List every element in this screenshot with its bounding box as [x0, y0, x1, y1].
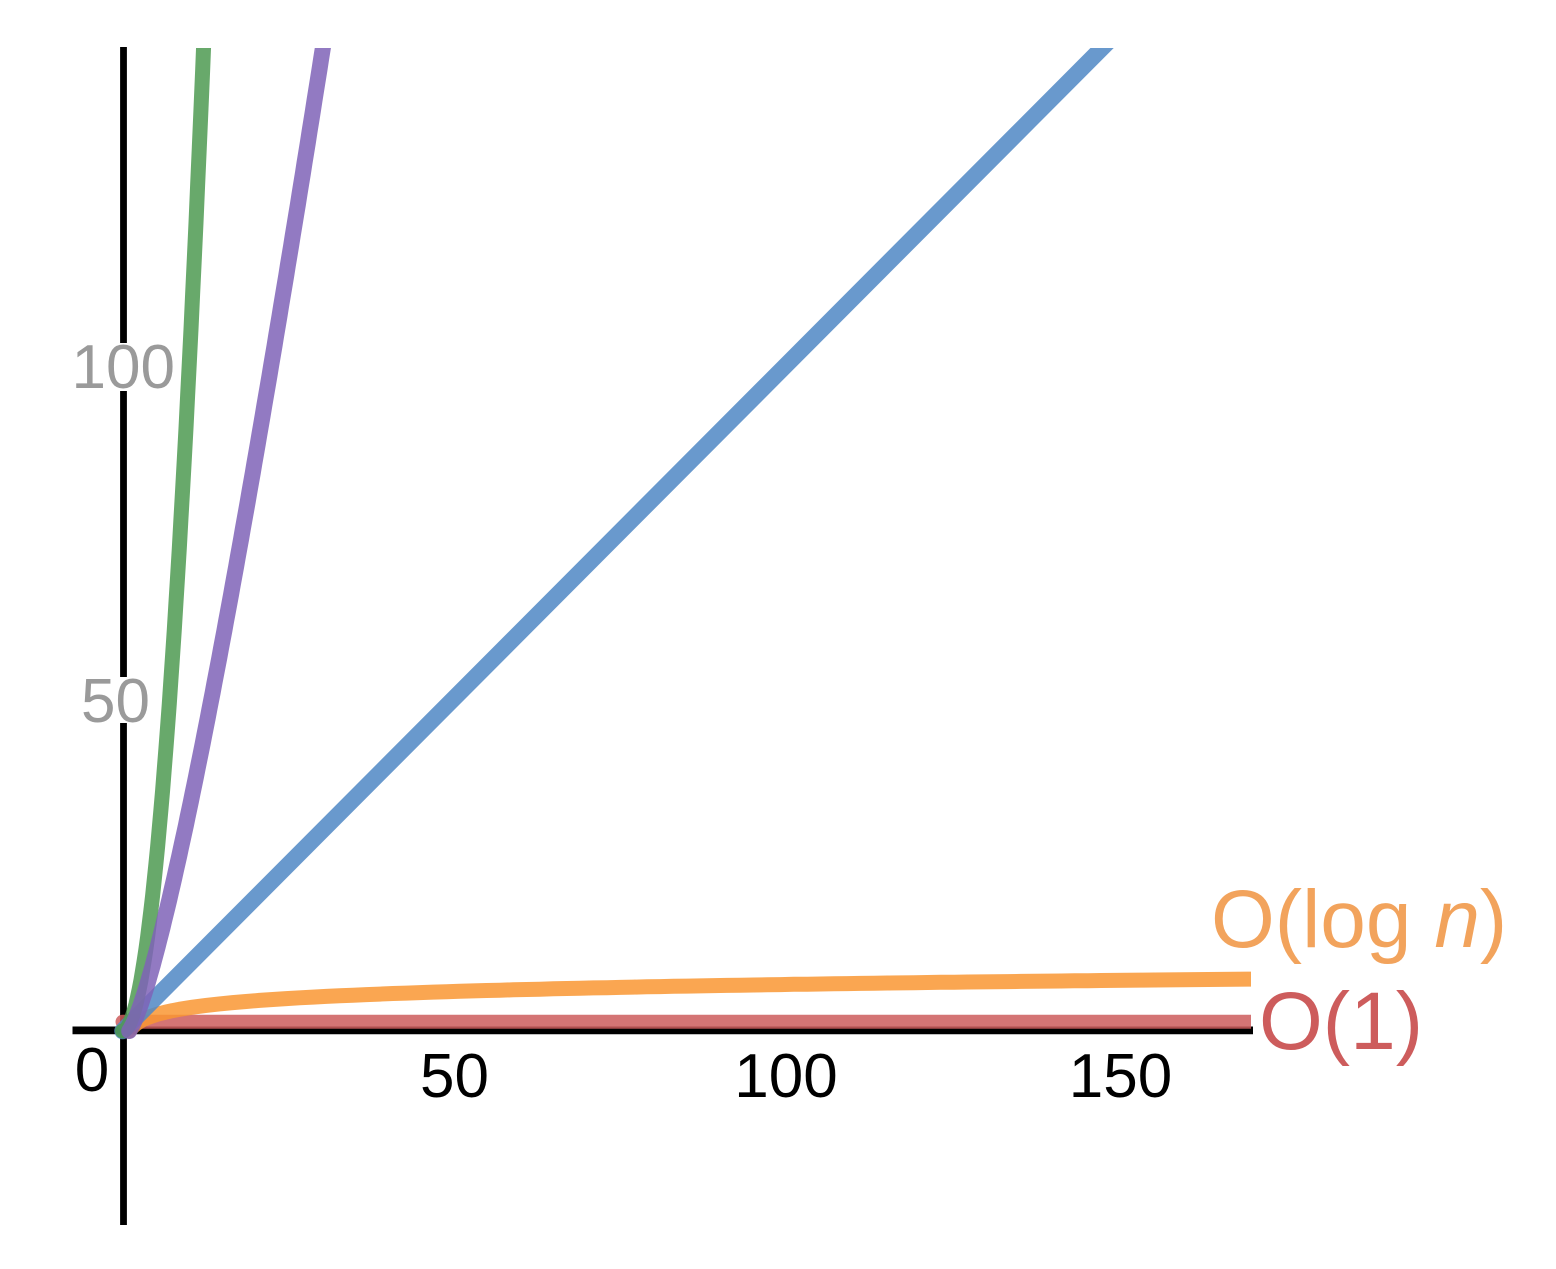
svg-text:100: 100	[72, 333, 175, 402]
svg-text:O(log n): O(log n)	[1211, 874, 1507, 965]
svg-text:150: 150	[1069, 1042, 1172, 1111]
svg-text:100: 100	[734, 1042, 837, 1111]
svg-text:50: 50	[420, 1042, 489, 1111]
svg-text:50: 50	[81, 667, 150, 736]
svg-text:0: 0	[75, 1036, 109, 1105]
svg-text:O(1): O(1)	[1259, 976, 1423, 1067]
